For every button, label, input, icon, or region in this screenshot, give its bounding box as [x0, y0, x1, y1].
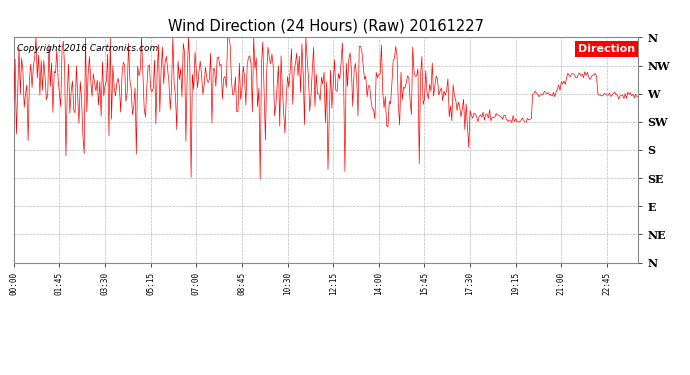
Title: Wind Direction (24 Hours) (Raw) 20161227: Wind Direction (24 Hours) (Raw) 20161227 — [168, 18, 484, 33]
Text: Direction: Direction — [578, 44, 635, 54]
Text: Copyright 2016 Cartronics.com: Copyright 2016 Cartronics.com — [17, 44, 158, 53]
